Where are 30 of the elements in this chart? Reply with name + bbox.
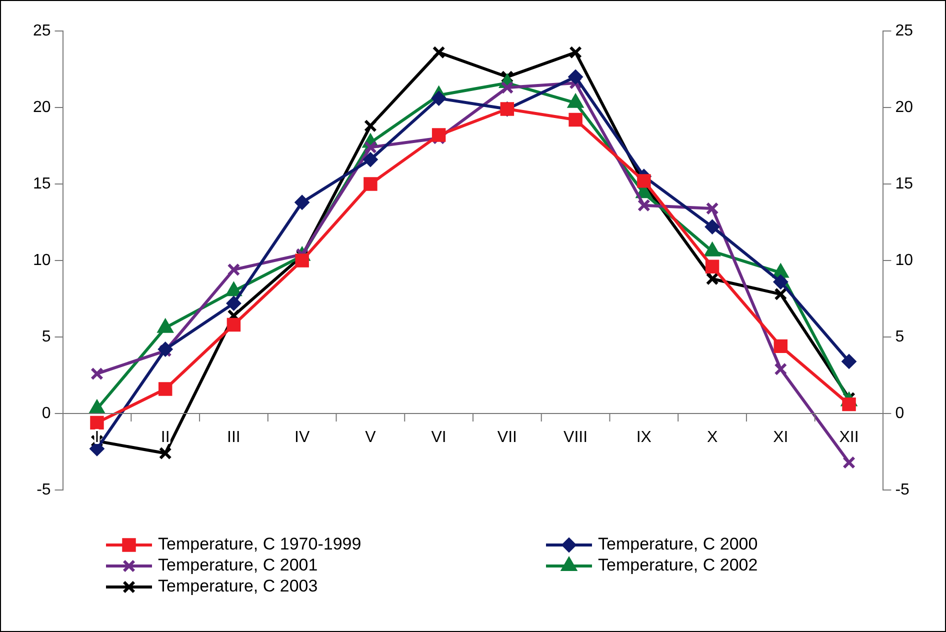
legend-label: Temperature, C 2001 bbox=[158, 556, 318, 575]
y2-tick-label: 5 bbox=[895, 328, 904, 346]
y2-tick-label: 15 bbox=[895, 175, 914, 192]
x-tick-label: III bbox=[227, 428, 240, 446]
x-tick-label: IV bbox=[294, 428, 310, 446]
legend-label: Temperature, C 2002 bbox=[598, 556, 758, 575]
x-tick-label: IX bbox=[636, 428, 652, 446]
legend-label: Temperature, C 1970-1999 bbox=[158, 534, 362, 554]
y-tick-label: -5 bbox=[36, 481, 51, 498]
legend-label: Temperature, C 2003 bbox=[158, 576, 318, 596]
x-tick-label: II bbox=[160, 428, 170, 446]
y2-tick-label: -5 bbox=[895, 481, 910, 498]
y2-tick-label: 25 bbox=[895, 22, 914, 40]
y-tick-label: 25 bbox=[33, 22, 51, 40]
x-tick-label: X bbox=[706, 428, 718, 446]
legend-label: Temperature, C 2000 bbox=[598, 534, 758, 554]
y2-tick-label: 0 bbox=[895, 404, 904, 422]
x-tick-label: VI bbox=[431, 428, 446, 446]
y2-tick-label: 20 bbox=[895, 98, 914, 116]
x-tick-label: VIII bbox=[564, 428, 588, 446]
y-tick-label: 0 bbox=[42, 404, 51, 422]
y-tick-label: 5 bbox=[42, 328, 51, 346]
y-tick-label: 20 bbox=[33, 98, 51, 116]
y-tick-label: 15 bbox=[33, 175, 51, 192]
x-tick-label: VII bbox=[497, 428, 517, 446]
y2-tick-label: 10 bbox=[895, 252, 914, 269]
y-tick-label: 10 bbox=[33, 252, 51, 269]
x-tick-label: XI bbox=[773, 428, 788, 446]
x-tick-label: V bbox=[365, 428, 376, 446]
x-tick-label: XII bbox=[839, 428, 859, 446]
